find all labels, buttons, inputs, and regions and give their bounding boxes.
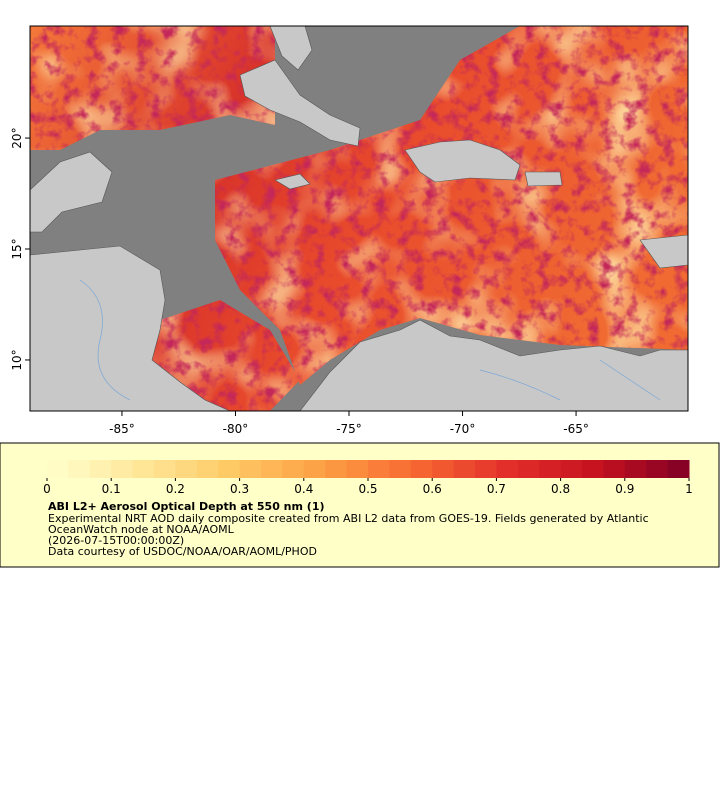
colorbar-segment (154, 460, 176, 478)
legend-title: ABI L2+ Aerosol Optical Depth at 550 nm … (48, 500, 325, 513)
colorbar-segment (667, 460, 690, 478)
colorbar-segment (111, 460, 134, 478)
y-tick-label: 20° (10, 127, 24, 148)
map-frame (29, 25, 689, 412)
map-area (30, 26, 688, 411)
x-tick-label: -85° (109, 422, 135, 436)
colorbar-segment (325, 460, 348, 478)
colorbar-tick-label: 0.6 (423, 482, 442, 496)
legend-description: Data courtesy of USDOC/NOAA/OAR/AOML/PHO… (48, 545, 317, 558)
colorbar-segment (624, 460, 647, 478)
colorbar-segment (368, 460, 390, 478)
colorbar-segment (496, 460, 519, 478)
colorbar-segment (560, 460, 583, 478)
legend-description: (2026-07-15T00:00:00Z) (48, 534, 184, 547)
colorbar-tick-label: 0.4 (294, 482, 313, 496)
colorbar-segment (603, 460, 626, 478)
colorbar-segment (517, 460, 540, 478)
colorbar-segment (89, 460, 112, 478)
colorbar-segment (389, 460, 412, 478)
colorbar-tick-label: 0.9 (615, 482, 634, 496)
x-tick-label: -70° (450, 422, 476, 436)
colorbar-tick-label: 0.3 (230, 482, 249, 496)
colorbar-segment (132, 460, 155, 478)
colorbar-tick-label: 0.7 (487, 482, 506, 496)
land (30, 26, 688, 411)
colorbar-segment (539, 460, 562, 478)
colorbar-segment (47, 460, 69, 478)
colorbar-segment (282, 460, 305, 478)
legend-description: OceanWatch node at NOAA/AOML (48, 523, 235, 536)
colorbar-segment (346, 460, 369, 478)
colorbar-tick-label: 0.5 (358, 482, 377, 496)
x-tick-label: -80° (223, 422, 249, 436)
colorbar-segment (196, 460, 219, 478)
colorbar-segment (453, 460, 476, 478)
y-tick-label: 10° (10, 349, 24, 370)
rivers (79, 279, 661, 401)
x-tick-label: -65° (563, 422, 589, 436)
colorbar-tick-label: 0.8 (551, 482, 570, 496)
colorbar-segment (303, 460, 326, 478)
colorbar-segment (582, 460, 604, 478)
colorbar-segment (261, 460, 283, 478)
colorbar-segment (475, 460, 497, 478)
colorbar-segment (410, 460, 433, 478)
legend-description: Experimental NRT AOD daily composite cre… (48, 512, 649, 525)
colorbar-segment (175, 460, 198, 478)
colorbar-tick-label: 1 (685, 482, 693, 496)
colorbar-segment (218, 460, 241, 478)
colorbar-tick-label: 0.2 (166, 482, 185, 496)
colorbar-segment (68, 460, 91, 478)
y-tick-label: 15° (10, 238, 24, 259)
colorbar-segment (239, 460, 262, 478)
x-tick-label: -75° (336, 422, 362, 436)
colorbar-segment (432, 460, 455, 478)
colorbar-tick-label: 0.1 (102, 482, 121, 496)
colorbar-tick-label: 0 (43, 482, 51, 496)
colorbar-segment (646, 460, 669, 478)
colorbar: 0 0.1 0.2 0.3 0.4 0.5 0.6 0.7 0.8 0.9 1 (43, 460, 693, 496)
